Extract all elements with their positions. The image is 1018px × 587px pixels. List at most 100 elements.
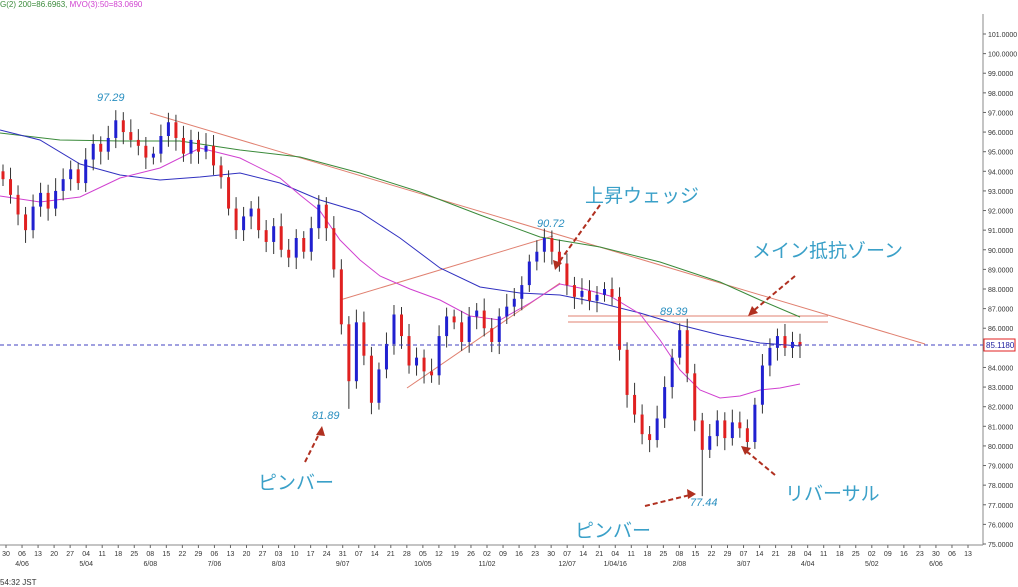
price-label-90-72: 90.72 [537, 218, 565, 230]
candle-body [535, 251, 539, 262]
y-tick-label: 101.0000 [988, 32, 1017, 39]
x-tick-label: 02 [483, 551, 491, 558]
x-tick-label: 08 [146, 551, 154, 558]
x-tick-label: 02 [868, 551, 876, 558]
candle-body [505, 306, 509, 317]
candle-body [663, 387, 667, 419]
candle-body [227, 177, 231, 209]
candle-body [670, 357, 674, 388]
x-tick-label: 14 [371, 551, 379, 558]
candle-body [482, 310, 486, 329]
legend: G(2) 200=86.6963, MVO(3):50=83.0690 [0, 0, 142, 9]
candle-body [91, 143, 95, 160]
candle-body [467, 316, 471, 342]
x-tick-label: 22 [178, 551, 186, 558]
ma-green-line [0, 132, 801, 318]
arrowhead-resistance [748, 306, 758, 316]
x-tick-label: 25 [659, 551, 667, 558]
candle-body [572, 285, 576, 297]
candle-body [460, 322, 464, 342]
candle-body [422, 357, 426, 372]
arrow-resistance [751, 275, 796, 313]
candle-body [362, 322, 366, 356]
x-tick-label: 27 [66, 551, 74, 558]
candle-body [580, 290, 584, 297]
candle-body [1, 171, 5, 180]
price-label-77-44: 77.44 [690, 497, 718, 509]
x-tick-label: 26 [467, 551, 475, 558]
candle-body [369, 355, 373, 403]
y-tick-label: 75.0000 [988, 542, 1013, 549]
y-tick-label: 79.0000 [988, 464, 1013, 471]
candle-body [512, 298, 516, 307]
candle-body [384, 343, 388, 370]
candle-body [16, 194, 20, 215]
candle-body [31, 206, 35, 231]
candle-body [768, 347, 772, 366]
x-tick-label: 12 [435, 551, 443, 558]
candle-body [775, 336, 779, 348]
candle-body [745, 428, 749, 442]
candle-body [174, 122, 178, 138]
x-tick-label: 21 [595, 551, 603, 558]
x-tick-label: 11 [820, 551, 827, 558]
y-tick-label: 94.0000 [988, 169, 1013, 176]
candle-body [204, 145, 208, 152]
x-tick-label: 14 [579, 551, 587, 558]
candle-body [279, 226, 283, 250]
candle-body [527, 261, 531, 286]
candle-body [655, 418, 659, 441]
candle-body [610, 289, 614, 297]
candle-body [490, 328, 494, 342]
y-tick-label: 100.0000 [988, 52, 1017, 59]
x-month-label: 6/06 [929, 561, 943, 568]
x-axis: 30 06 13 20 27 04 11 18 25 08 15 22 29 06 13 20 27 03 10 17… [2, 545, 972, 568]
candle-body [708, 436, 712, 450]
x-tick-label: 04 [804, 551, 812, 558]
candle-body [497, 316, 501, 342]
x-tick-label: 28 [788, 551, 796, 558]
candle-body [61, 179, 65, 191]
y-tick-label: 93.0000 [988, 189, 1013, 196]
x-tick-label: 18 [836, 551, 844, 558]
y-tick-label: 80.0000 [988, 444, 1013, 451]
x-tick-label: 04 [82, 551, 90, 558]
candle-body [407, 336, 411, 366]
candle-body [738, 422, 742, 429]
candle-body [753, 404, 757, 442]
x-tick-label: 16 [515, 551, 523, 558]
candle-body [520, 285, 524, 299]
candle-body [46, 192, 50, 209]
wedge-upper-line [339, 235, 554, 301]
candle-body [542, 238, 546, 252]
candle-body [452, 316, 456, 323]
arrowhead-pinbar-2 [687, 489, 696, 499]
x-tick-label: 10 [291, 551, 299, 558]
x-tick-label: 18 [643, 551, 651, 558]
x-month-label: 10/05 [414, 561, 432, 568]
candle-body [678, 330, 682, 358]
x-tick-label: 19 [451, 551, 459, 558]
candle-body [159, 136, 163, 154]
x-month-label: 1/04/16 [604, 561, 627, 568]
x-tick-label: 15 [162, 551, 170, 558]
x-tick-label: 07 [740, 551, 748, 558]
annotation-rising-wedge: 上昇ウェッジ [585, 185, 700, 207]
x-tick-label: 13 [227, 551, 235, 558]
x-tick-label: 06 [18, 551, 26, 558]
candle-body [234, 208, 238, 231]
candle-body [106, 137, 110, 152]
y-tick-label: 99.0000 [988, 71, 1013, 78]
x-month-label: 2/08 [673, 561, 687, 568]
y-tick-label: 87.0000 [988, 307, 1013, 314]
candle-body [144, 145, 148, 158]
x-tick-label: 23 [531, 551, 539, 558]
candle-body [39, 192, 43, 207]
candle-body [445, 316, 449, 337]
candle-body [798, 341, 802, 346]
candle-body [377, 369, 381, 403]
x-tick-label: 29 [195, 551, 203, 558]
y-tick-label: 89.0000 [988, 267, 1013, 274]
y-tick-label: 90.0000 [988, 248, 1013, 255]
candle-body [648, 434, 652, 441]
